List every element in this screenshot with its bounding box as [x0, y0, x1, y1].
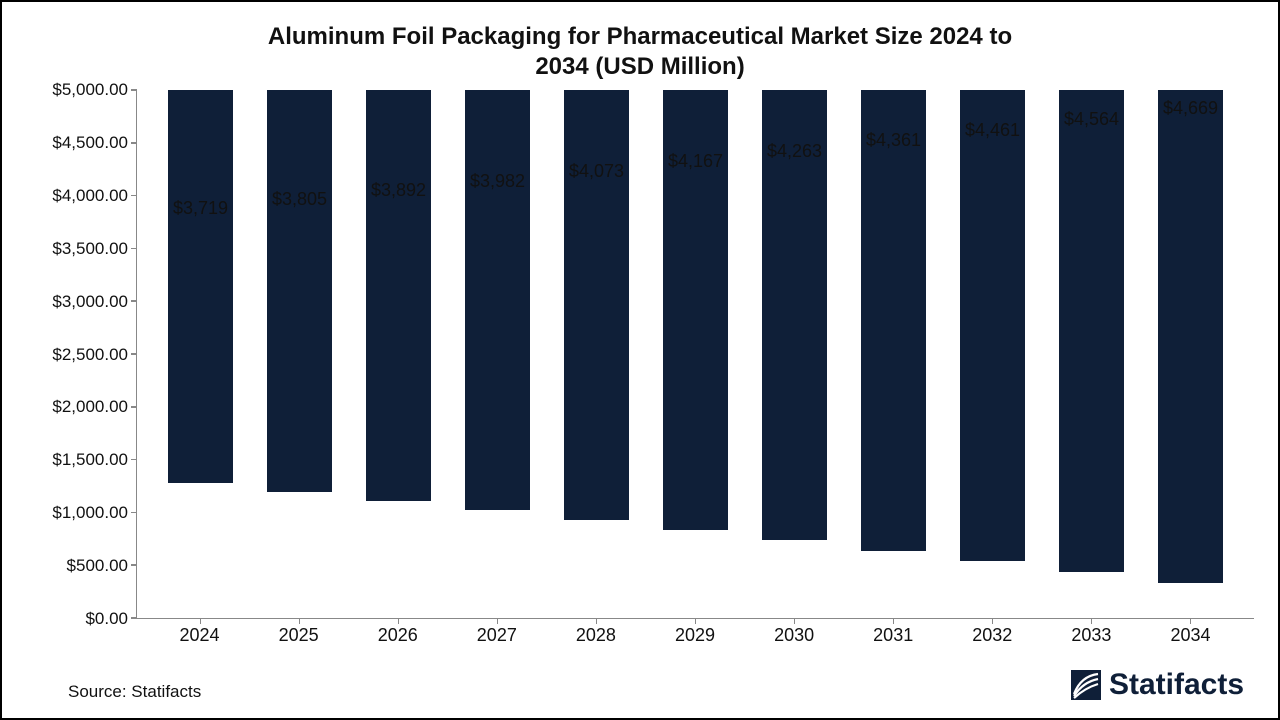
bar-value-label: $3,892: [371, 180, 426, 201]
chart-title: Aluminum Foil Packaging for Pharmaceutic…: [26, 22, 1254, 82]
x-tick-mark: [596, 618, 598, 624]
y-tick-mark: [131, 353, 137, 355]
y-tick-label: $1,000.00: [52, 503, 128, 523]
bar-slot: $4,167: [646, 90, 745, 618]
bar-value-label: $4,361: [866, 130, 921, 151]
bar-slot: $3,805: [250, 90, 349, 618]
x-tick-mark: [695, 618, 697, 624]
bar: [960, 90, 1025, 561]
bar-slot: $4,564: [1042, 90, 1141, 618]
x-tick-mark: [794, 618, 796, 624]
y-tick-label: $4,500.00: [52, 133, 128, 153]
x-tick-mark: [1091, 618, 1093, 624]
bar: [1059, 90, 1124, 572]
x-tick-label: 2028: [546, 625, 645, 646]
source-text: Source: Statifacts: [68, 682, 201, 702]
x-tick-label: 2030: [745, 625, 844, 646]
x-tick-label: 2024: [150, 625, 249, 646]
y-tick-mark: [131, 248, 137, 250]
x-tick-label: 2033: [1042, 625, 1141, 646]
x-tick-mark: [497, 618, 499, 624]
bar-value-label: $4,167: [668, 151, 723, 172]
bar-slot: $3,892: [349, 90, 448, 618]
bar: [861, 90, 926, 551]
bar: [168, 90, 233, 483]
x-tick-mark: [893, 618, 895, 624]
y-tick-label: $5,000.00: [52, 80, 128, 100]
bars-container: $3,719 $3,805 $3,892 $3,982 $4,073 $4,167 $4,2…: [137, 90, 1254, 618]
y-tick-mark: [131, 406, 137, 408]
y-tick-mark: [131, 564, 137, 566]
y-tick-label: $3,500.00: [52, 239, 128, 259]
y-tick-label: $2,000.00: [52, 397, 128, 417]
bar-slot: $4,669: [1141, 90, 1240, 618]
bar-value-label: $4,263: [767, 141, 822, 162]
bar-value-label: $3,719: [173, 198, 228, 219]
y-tick-mark: [131, 89, 137, 91]
y-tick-mark: [131, 617, 137, 619]
x-tick-label: 2026: [348, 625, 447, 646]
brand-logo-icon: [1071, 670, 1101, 700]
bar-value-label: $3,982: [470, 171, 525, 192]
brand: Statifacts: [1071, 668, 1244, 702]
x-tick-mark: [992, 618, 994, 624]
y-axis: $0.00$500.00$1,000.00$1,500.00$2,000.00$…: [26, 90, 136, 619]
x-tick-mark: [299, 618, 301, 624]
plot-area: $0.00$500.00$1,000.00$1,500.00$2,000.00$…: [26, 90, 1254, 619]
bar-value-label: $4,461: [965, 120, 1020, 141]
x-tick-mark: [1190, 618, 1192, 624]
brand-name: Statifacts: [1109, 668, 1244, 702]
x-tick-label: 2031: [844, 625, 943, 646]
bar: [1158, 90, 1223, 583]
bar-slot: $4,461: [943, 90, 1042, 618]
footer: Source: Statifacts Statifacts: [26, 646, 1254, 704]
bar: [465, 90, 530, 510]
y-tick-mark: [131, 459, 137, 461]
bar-value-label: $4,669: [1163, 98, 1218, 119]
y-tick-mark: [131, 142, 137, 144]
y-tick-label: $500.00: [67, 556, 128, 576]
x-tick-mark: [200, 618, 202, 624]
bar-slot: $4,263: [745, 90, 844, 618]
chart-title-line2: 2034 (USD Million): [535, 53, 744, 80]
bar-value-label: $4,073: [569, 161, 624, 182]
bar-value-label: $3,805: [272, 189, 327, 210]
y-tick-label: $3,000.00: [52, 292, 128, 312]
bar: [366, 90, 431, 501]
x-tick-label: 2025: [249, 625, 348, 646]
y-tick-label: $4,000.00: [52, 186, 128, 206]
bar-slot: $3,719: [151, 90, 250, 618]
bar-slot: $4,361: [844, 90, 943, 618]
bar-value-label: $4,564: [1064, 109, 1119, 130]
chart-title-line1: Aluminum Foil Packaging for Pharmaceutic…: [268, 23, 1012, 50]
x-tick-label: 2029: [645, 625, 744, 646]
y-tick-label: $0.00: [85, 609, 128, 629]
x-tick-mark: [398, 618, 400, 624]
y-tick-mark: [131, 195, 137, 197]
chart-frame: Aluminum Foil Packaging for Pharmaceutic…: [0, 0, 1280, 720]
y-tick-mark: [131, 512, 137, 514]
y-tick-label: $2,500.00: [52, 345, 128, 365]
bar: [564, 90, 629, 520]
x-tick-label: 2027: [447, 625, 546, 646]
y-tick-label: $1,500.00: [52, 450, 128, 470]
x-tick-label: 2032: [943, 625, 1042, 646]
bar-slot: $3,982: [448, 90, 547, 618]
y-tick-mark: [131, 300, 137, 302]
plot: $3,719 $3,805 $3,892 $3,982 $4,073 $4,167 $4,2…: [136, 90, 1254, 619]
bar-slot: $4,073: [547, 90, 646, 618]
bar: [267, 90, 332, 492]
x-tick-label: 2034: [1141, 625, 1240, 646]
